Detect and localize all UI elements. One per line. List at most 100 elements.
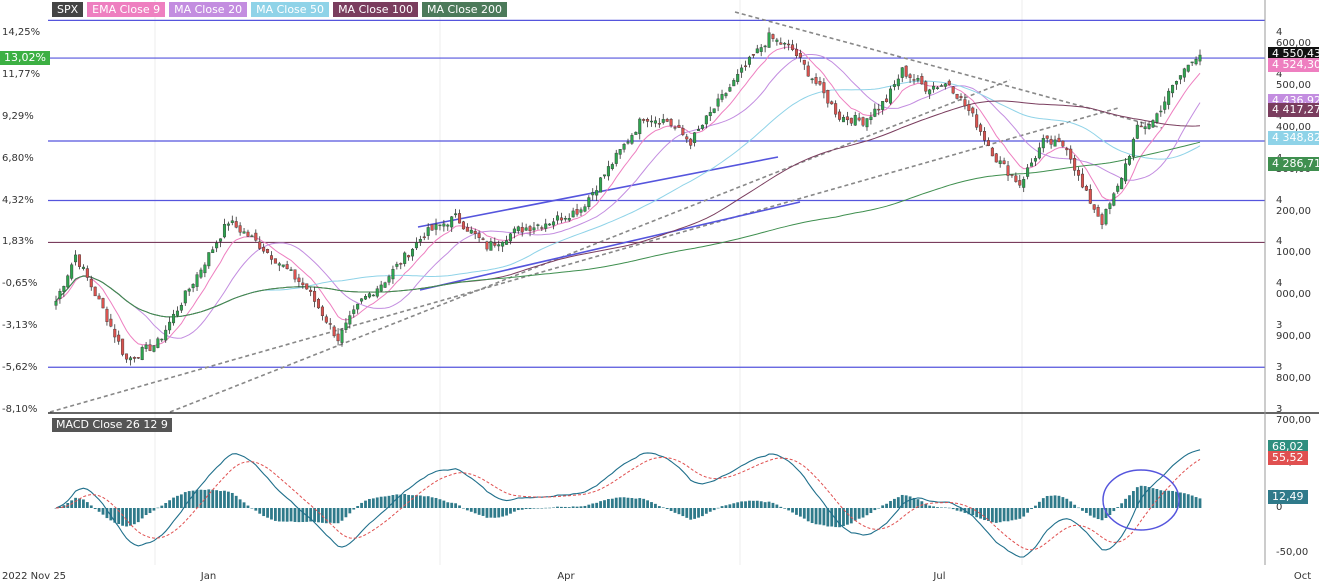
- macd-histogram-bar: [916, 499, 920, 508]
- macd-histogram-bar: [281, 508, 285, 522]
- macd-histogram-bar: [912, 497, 916, 508]
- macd-histogram-bar: [583, 505, 587, 508]
- price-tick: 4 200,00: [1276, 194, 1311, 217]
- candle-body: [877, 108, 881, 111]
- price-tick: 4 600,00: [1276, 26, 1311, 49]
- candle-body: [1061, 140, 1065, 147]
- macd-histogram-bar: [309, 508, 313, 522]
- macd-histogram-bar: [967, 508, 971, 515]
- candle-body: [391, 268, 395, 280]
- macd-histogram-bar: [1010, 508, 1014, 521]
- pct-tick: 6,80%: [2, 152, 34, 164]
- macd-histogram-bar: [375, 497, 379, 508]
- macd-histogram-bar: [732, 503, 736, 508]
- candle-body: [677, 124, 681, 128]
- candle-body: [324, 316, 328, 323]
- candle-body: [336, 333, 340, 342]
- macd-histogram-bar: [317, 508, 320, 523]
- macd-histogram-bar: [524, 508, 528, 510]
- candle-body: [1155, 113, 1159, 123]
- pct-tick: 4,32%: [2, 194, 34, 206]
- candle-body: [1018, 180, 1022, 186]
- candle-body: [505, 240, 509, 245]
- candle-body: [841, 116, 845, 123]
- candle-body: [399, 263, 403, 265]
- candle-body: [442, 223, 446, 227]
- macd-histogram-bar: [689, 508, 693, 520]
- macd-histogram-bar: [1096, 508, 1100, 520]
- candle-body: [712, 108, 716, 113]
- macd-histogram-bar: [1069, 501, 1073, 508]
- macd-histogram-bar: [430, 497, 434, 508]
- moving-average-line: [55, 80, 1201, 318]
- macd-histogram-bar: [567, 507, 571, 508]
- macd-histogram-bar: [626, 497, 630, 508]
- candle-body: [465, 226, 469, 232]
- macd-histogram-bar: [928, 505, 932, 508]
- macd-histogram-bar: [477, 508, 481, 515]
- macd-histogram-bar: [164, 502, 168, 508]
- candle-body: [1159, 110, 1163, 113]
- candle-body: [1190, 61, 1194, 64]
- macd-histogram-bar: [1163, 490, 1167, 508]
- macd-histogram-bar: [720, 506, 724, 508]
- candle-body: [352, 309, 356, 314]
- macd-histogram-bar: [1022, 508, 1026, 517]
- candle-body: [1033, 158, 1037, 162]
- macd-histogram-bar: [830, 508, 834, 527]
- candle-body: [939, 85, 943, 87]
- macd-histogram-bar: [1061, 497, 1065, 508]
- macd-histogram-bar: [58, 506, 62, 508]
- price-tick: 3 800,00: [1276, 362, 1311, 385]
- macd-histogram-bar: [242, 502, 246, 508]
- macd-histogram-bar: [426, 496, 430, 508]
- candle-body: [579, 209, 583, 213]
- candle-body: [994, 153, 998, 163]
- macd-histogram-bar: [1179, 492, 1182, 508]
- candle-body: [990, 147, 994, 157]
- macd-histogram-bar: [156, 507, 160, 509]
- macd-histogram-bar: [93, 508, 97, 510]
- candle-body: [998, 160, 1002, 164]
- signal-line: [55, 456, 1201, 551]
- candle-body: [626, 141, 630, 144]
- candle-body: [806, 65, 810, 77]
- macd-histogram-bar: [446, 502, 450, 508]
- candle-body: [493, 242, 497, 246]
- candle-body: [375, 288, 379, 297]
- candle-body: [1065, 148, 1069, 151]
- candle-body: [477, 233, 481, 239]
- macd-histogram-bar: [62, 505, 66, 508]
- candle-body: [610, 164, 614, 169]
- candle-body: [912, 79, 916, 81]
- candle-body: [1178, 75, 1182, 80]
- x-tick: Apr: [557, 571, 575, 582]
- candle-body: [826, 90, 830, 104]
- candle-body: [367, 293, 371, 298]
- macd-tag: 12,49: [1268, 489, 1308, 504]
- macd-histogram-bar: [1128, 495, 1131, 508]
- candle-body: [1010, 174, 1014, 176]
- candle-body: [759, 47, 763, 52]
- candle-body: [1088, 189, 1092, 204]
- candle-body: [943, 83, 947, 87]
- candle-body: [681, 127, 685, 135]
- macd-histogram-bar: [501, 508, 505, 517]
- macd-histogram-bar: [1151, 488, 1155, 508]
- x-tick: 2022 Nov 25: [2, 571, 67, 582]
- macd-histogram-bar: [489, 508, 493, 518]
- macd-histogram-bar: [1041, 498, 1045, 508]
- candle-body: [211, 249, 215, 254]
- macd-histogram-bar: [1120, 503, 1124, 508]
- candle-body: [881, 101, 885, 110]
- macd-histogram-bar: [246, 505, 250, 508]
- macd-histogram-bar: [297, 508, 301, 523]
- candle-body: [117, 334, 121, 342]
- macd-histogram-bar: [356, 506, 360, 508]
- candle-body: [555, 215, 559, 221]
- macd-line: [55, 449, 1201, 558]
- candle-body: [152, 345, 156, 352]
- macd-histogram-bar: [368, 498, 371, 508]
- macd-histogram-bar: [744, 501, 747, 508]
